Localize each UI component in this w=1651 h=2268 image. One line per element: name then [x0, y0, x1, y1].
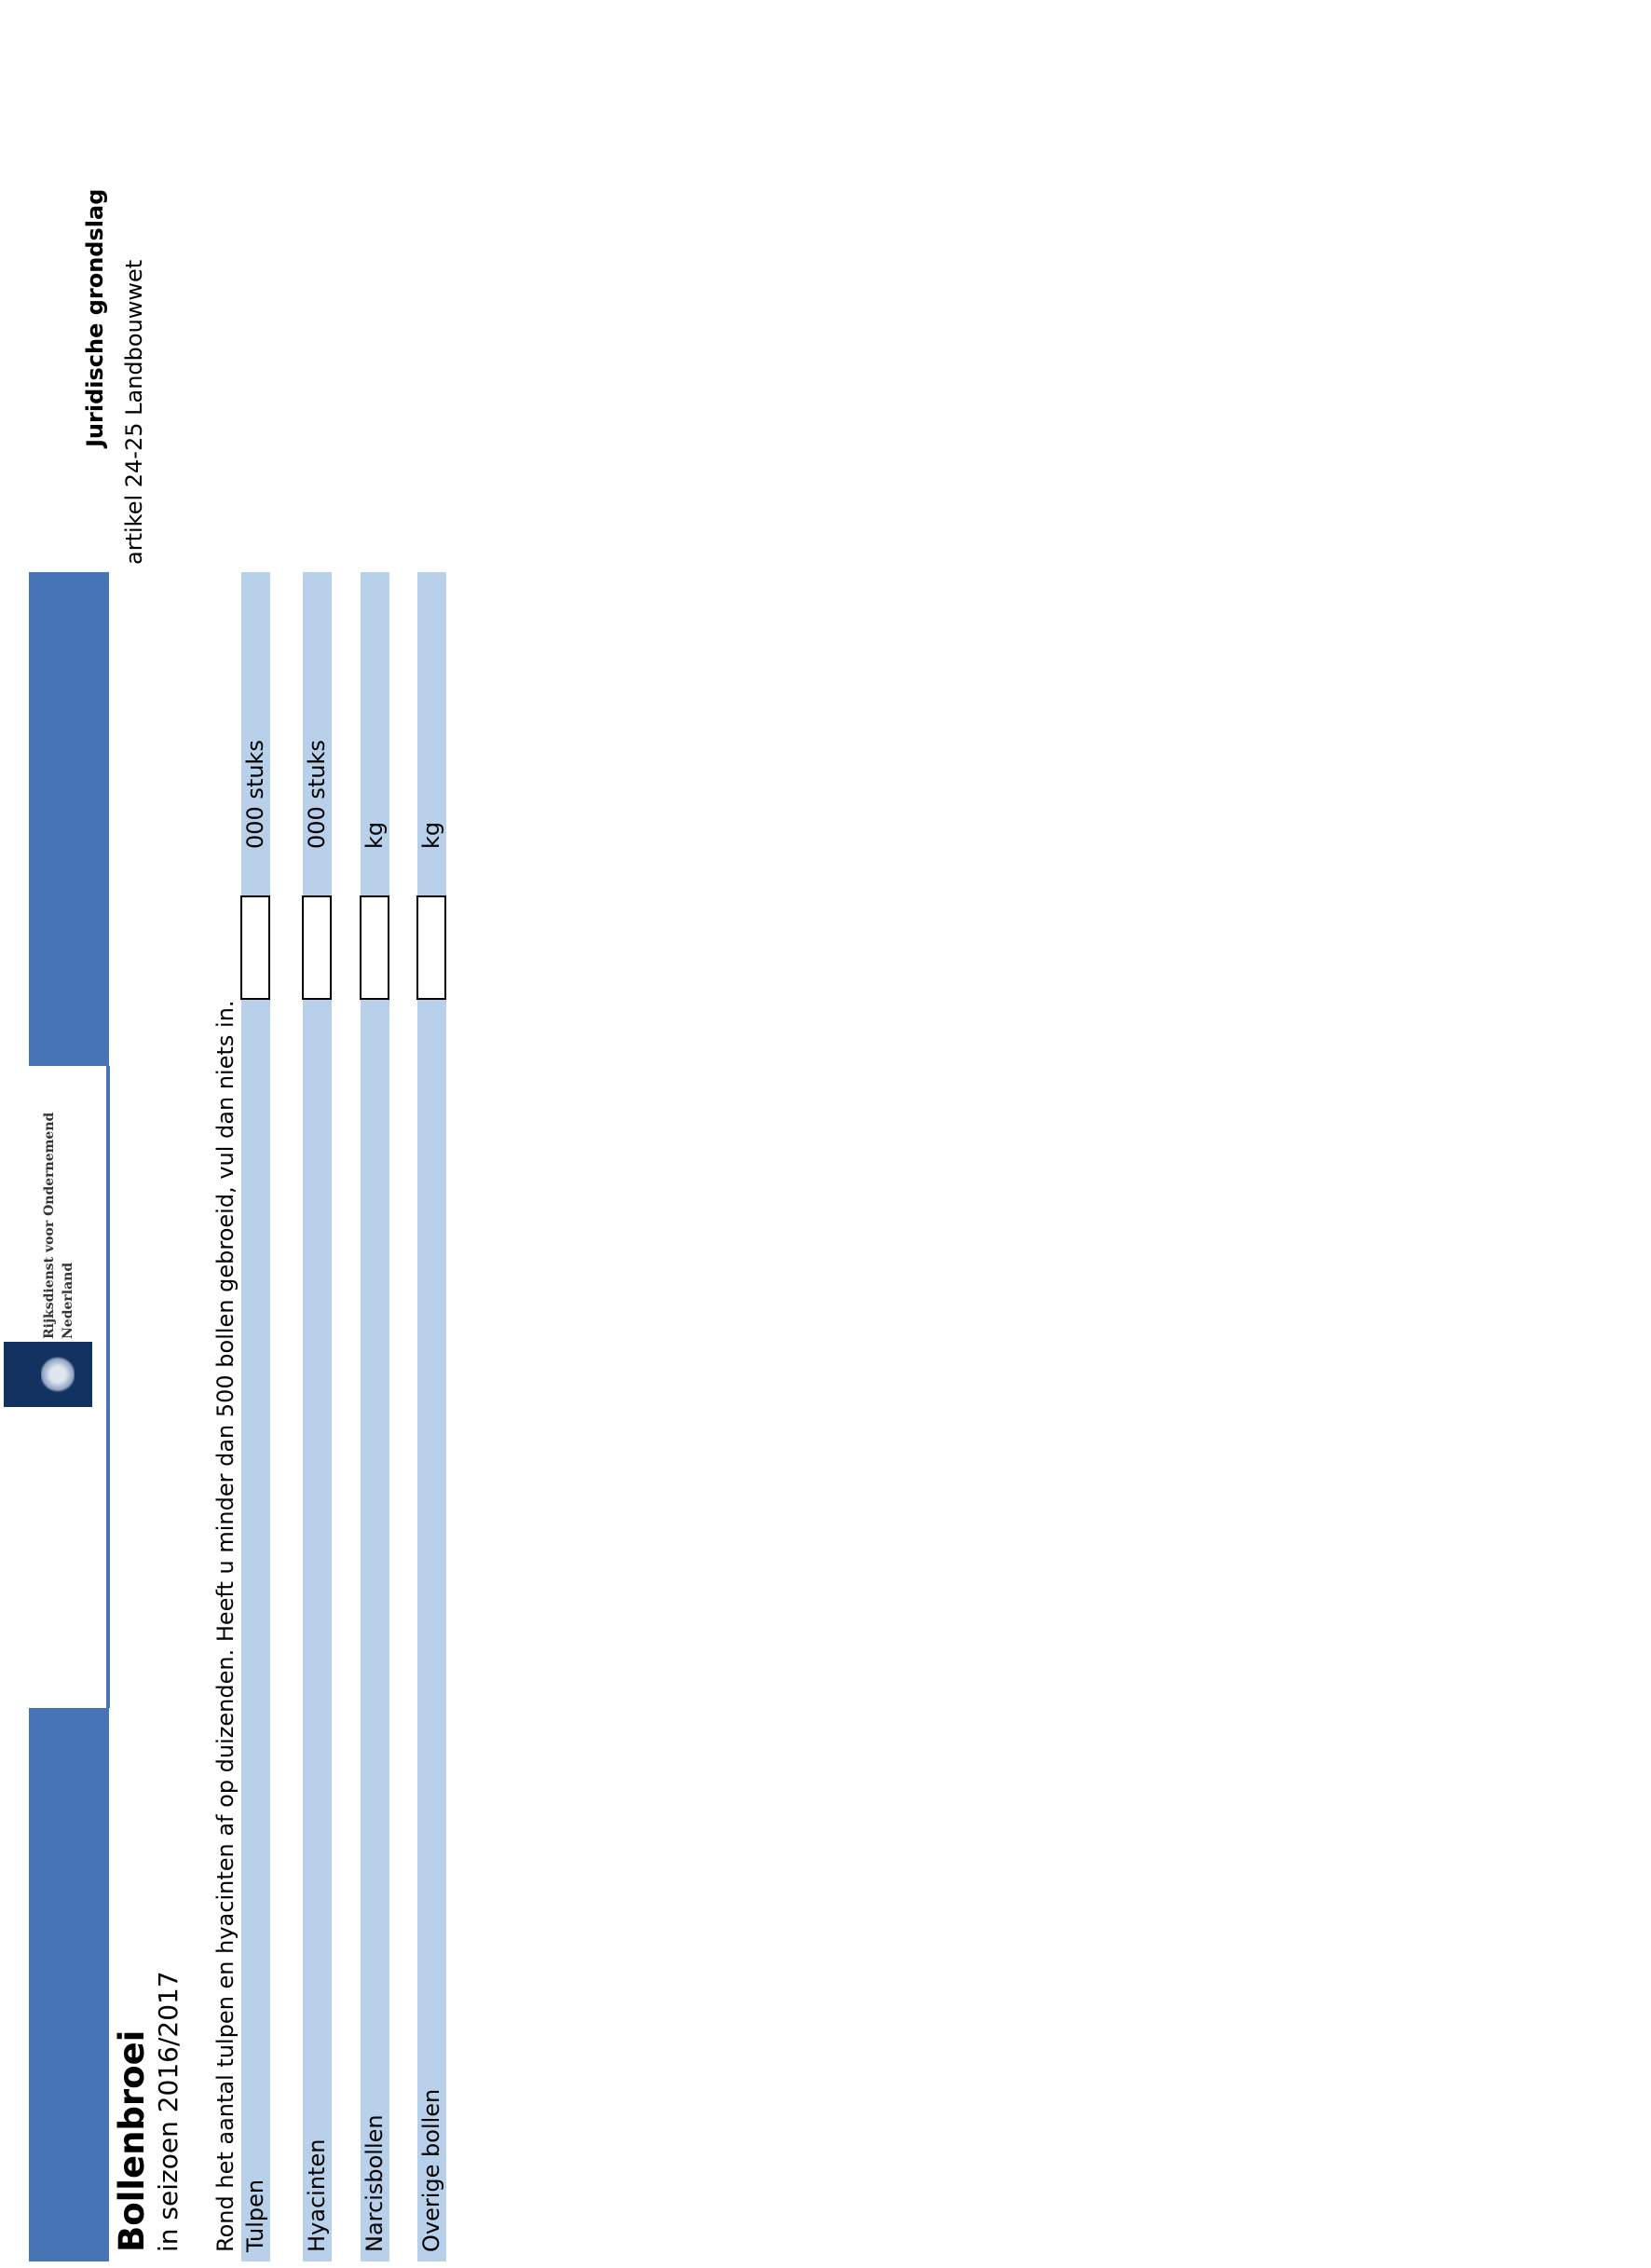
page-subtitle: in seizoen 2016/2017 — [153, 1971, 184, 2252]
instruction-text: Rond het aantal tulpen en hyacinten af o… — [212, 1000, 239, 2252]
header-divider-line — [106, 1066, 110, 1708]
header-bar-bottom — [29, 1708, 109, 2261]
row-label: Overige bollen — [418, 2088, 444, 2252]
legal-basis-title: Juridische grondslag — [82, 188, 108, 447]
row-label: Hyacinten — [304, 2138, 330, 2252]
page-title: Bollenbroei — [112, 2029, 152, 2252]
row-label: Tulpen — [242, 2179, 268, 2252]
row-unit: 000 stuks — [242, 740, 268, 849]
narcisbollen-input[interactable] — [360, 895, 389, 1000]
row-band — [361, 572, 389, 2261]
row-unit: kg — [418, 821, 444, 849]
legal-basis-text: artikel 24-25 Landbouwwet — [121, 259, 147, 565]
row-band — [241, 572, 270, 2261]
row-band — [417, 572, 446, 2261]
overige-bollen-input[interactable] — [416, 895, 446, 1000]
tulpen-input[interactable] — [240, 895, 270, 1000]
header-bar-top — [29, 572, 109, 1066]
row-unit: kg — [362, 821, 388, 849]
hyacinten-input[interactable] — [302, 895, 332, 1000]
coat-of-arms-icon — [41, 1355, 75, 1394]
row-unit: 000 stuks — [304, 740, 330, 849]
logo — [4, 1342, 92, 1407]
row-band — [303, 572, 332, 2261]
row-label: Narcisbollen — [362, 2114, 388, 2252]
logo-text-line1: Rijksdienst voor Ondernemend — [42, 1112, 57, 1339]
logo-text-line2: Nederland — [61, 1262, 75, 1339]
